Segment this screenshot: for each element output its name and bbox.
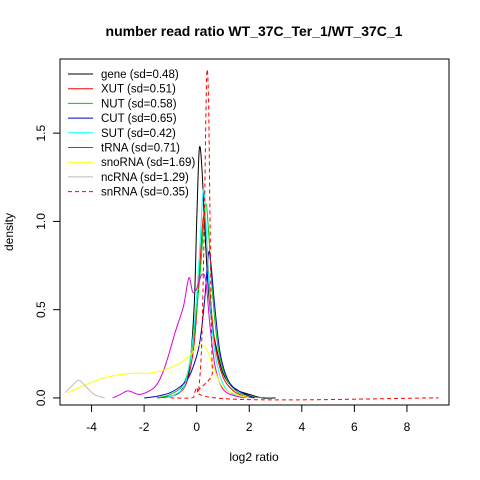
x-tick-label: 6 [351, 420, 358, 434]
x-tick-label: 8 [404, 420, 411, 434]
legend-label: CUT (sd=0.65) [101, 113, 177, 125]
x-tick-label: -4 [86, 420, 97, 434]
y-tick-label: 1.5 [34, 124, 48, 141]
legend-label: tRNA (sd=0.71) [101, 143, 180, 155]
x-tick-label: 4 [298, 420, 305, 434]
x-tick-label: 0 [193, 420, 200, 434]
x-axis-label: log2 ratio [229, 450, 279, 464]
series-line-3 [144, 250, 255, 399]
legend-label: XUT (sd=0.51) [101, 84, 176, 96]
legend: gene (sd=0.48) XUT (sd=0.51) NUT (sd=0.58)… [68, 69, 195, 199]
chart-title: number read ratio WT_37C_Ter_1/WT_37C_1 [106, 23, 403, 39]
y-axis-label: density [2, 213, 16, 251]
series-line-8 [170, 69, 439, 401]
plot-frame [59, 58, 450, 406]
series-line-5 [112, 273, 250, 399]
series-line-2 [157, 203, 263, 399]
legend-label: snoRNA (sd=1.69) [101, 157, 195, 169]
x-tick-label: 2 [246, 420, 253, 434]
x-axis: -4 -2 0 2 4 6 8 [86, 404, 411, 434]
y-tick-label: 1.0 [34, 213, 48, 230]
legend-label: SUT (sd=0.42) [101, 128, 176, 140]
x-tick-label: -2 [139, 420, 150, 434]
series-line-6 [67, 344, 250, 399]
y-axis: 0.0 0.5 1.0 1.5 [34, 124, 61, 406]
y-tick-label: 0.5 [34, 301, 48, 318]
legend-label: snRNA (sd=0.35) [101, 187, 189, 199]
series-layer [64, 69, 439, 401]
legend-label: NUT (sd=0.58) [101, 98, 177, 110]
series-line-7 [64, 379, 105, 399]
legend-label: gene (sd=0.48) [101, 69, 179, 81]
legend-label: ncRNA (sd=1.29) [101, 172, 189, 184]
y-tick-label: 0.0 [34, 389, 48, 406]
